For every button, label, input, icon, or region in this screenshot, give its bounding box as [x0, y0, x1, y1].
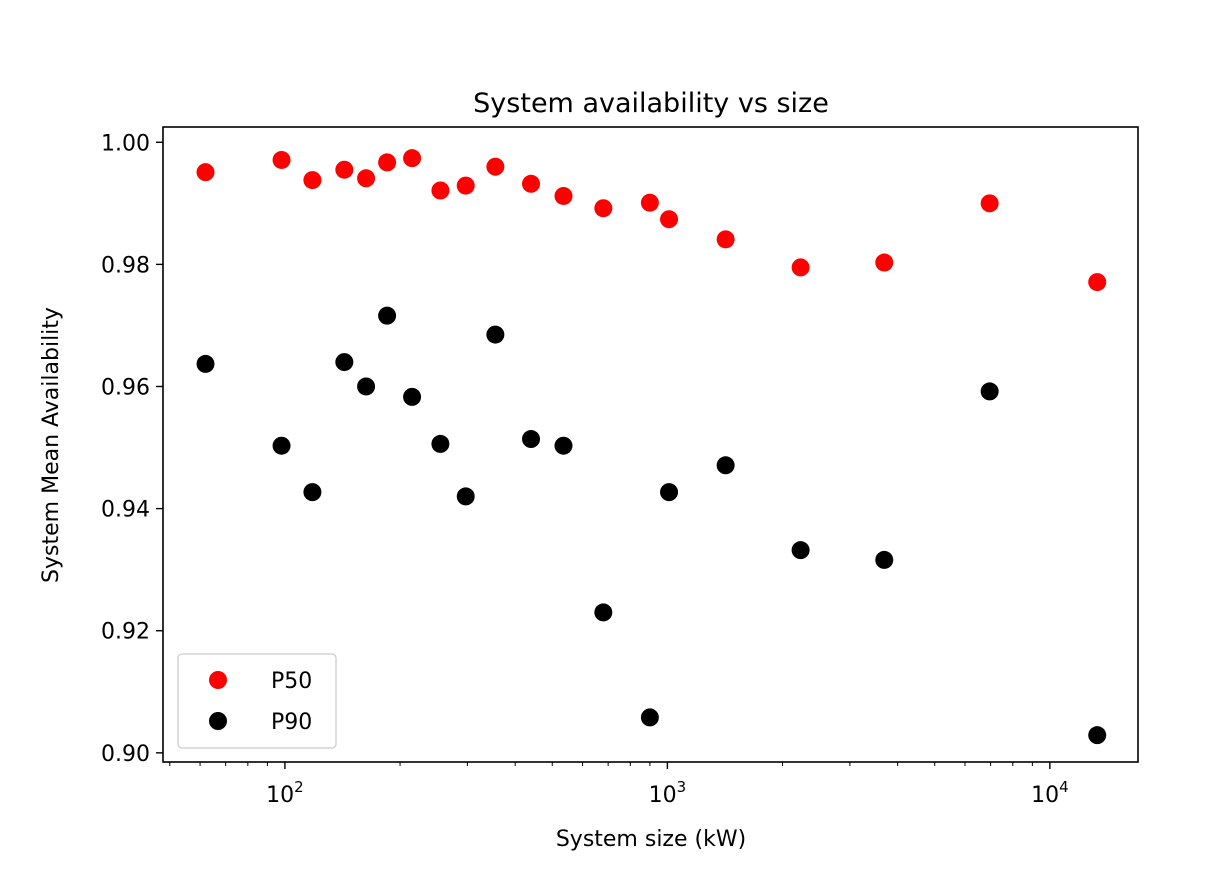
y-tick-label: 0.92 — [101, 620, 150, 645]
point-p50 — [1088, 273, 1107, 292]
point-p90 — [303, 483, 322, 502]
point-p50 — [594, 199, 613, 218]
y-axis-title: System Mean Availability — [39, 307, 64, 583]
point-p50 — [272, 150, 291, 169]
point-p90 — [403, 387, 422, 406]
point-p50 — [357, 169, 376, 188]
point-p50 — [335, 160, 354, 179]
point-p90 — [716, 456, 735, 475]
point-p90 — [272, 436, 291, 455]
point-p50 — [980, 194, 999, 213]
point-p90 — [357, 377, 376, 396]
y-tick-label: 0.90 — [101, 742, 150, 767]
point-p90 — [1088, 726, 1107, 745]
point-p50 — [660, 210, 679, 229]
legend-box — [177, 653, 337, 749]
x-axis: 102 103 104 — [169, 762, 1069, 808]
point-p50 — [640, 193, 659, 212]
point-p50 — [456, 176, 475, 195]
point-p90 — [660, 483, 679, 502]
x-axis-title: System size (kW) — [556, 827, 746, 852]
point-p90 — [486, 325, 505, 344]
point-p90 — [640, 708, 659, 727]
point-p50 — [486, 157, 505, 176]
x-tick-label: 102 — [266, 778, 304, 808]
point-p50 — [875, 253, 894, 272]
data-points — [196, 149, 1107, 745]
point-p90 — [875, 550, 894, 569]
point-p50 — [303, 171, 322, 190]
point-p50 — [791, 258, 810, 277]
y-tick-label: 0.94 — [101, 498, 150, 523]
legend: P50 P90 — [177, 653, 337, 749]
legend-label-p50: P50 — [271, 669, 312, 694]
point-p50 — [196, 163, 215, 182]
legend-label-p90: P90 — [271, 710, 312, 735]
point-p50 — [554, 186, 573, 205]
point-p50 — [378, 153, 397, 172]
y-axis: 0.90 0.92 0.94 0.96 0.98 1.00 — [101, 131, 163, 767]
legend-marker-p50 — [209, 671, 227, 689]
point-p90 — [791, 541, 810, 560]
legend-marker-p90 — [209, 712, 227, 730]
x-tick-label: 104 — [1031, 778, 1069, 808]
point-p90 — [378, 306, 397, 325]
point-p90 — [594, 603, 613, 622]
point-p90 — [196, 354, 215, 373]
point-p90 — [456, 487, 475, 506]
point-p90 — [554, 436, 573, 455]
point-p50 — [716, 230, 735, 249]
chart-title: System availability vs size — [473, 88, 829, 119]
x-tick-label: 103 — [649, 778, 687, 808]
point-p50 — [403, 149, 422, 168]
point-p90 — [335, 353, 354, 372]
point-p50 — [431, 181, 450, 200]
point-p90 — [431, 434, 450, 453]
y-tick-label: 1.00 — [101, 131, 150, 156]
plot-area — [162, 126, 1139, 763]
point-p90 — [980, 382, 999, 401]
y-tick-label: 0.98 — [101, 253, 150, 278]
point-p50 — [522, 174, 541, 193]
point-p90 — [522, 430, 541, 449]
y-tick-label: 0.96 — [101, 375, 150, 400]
